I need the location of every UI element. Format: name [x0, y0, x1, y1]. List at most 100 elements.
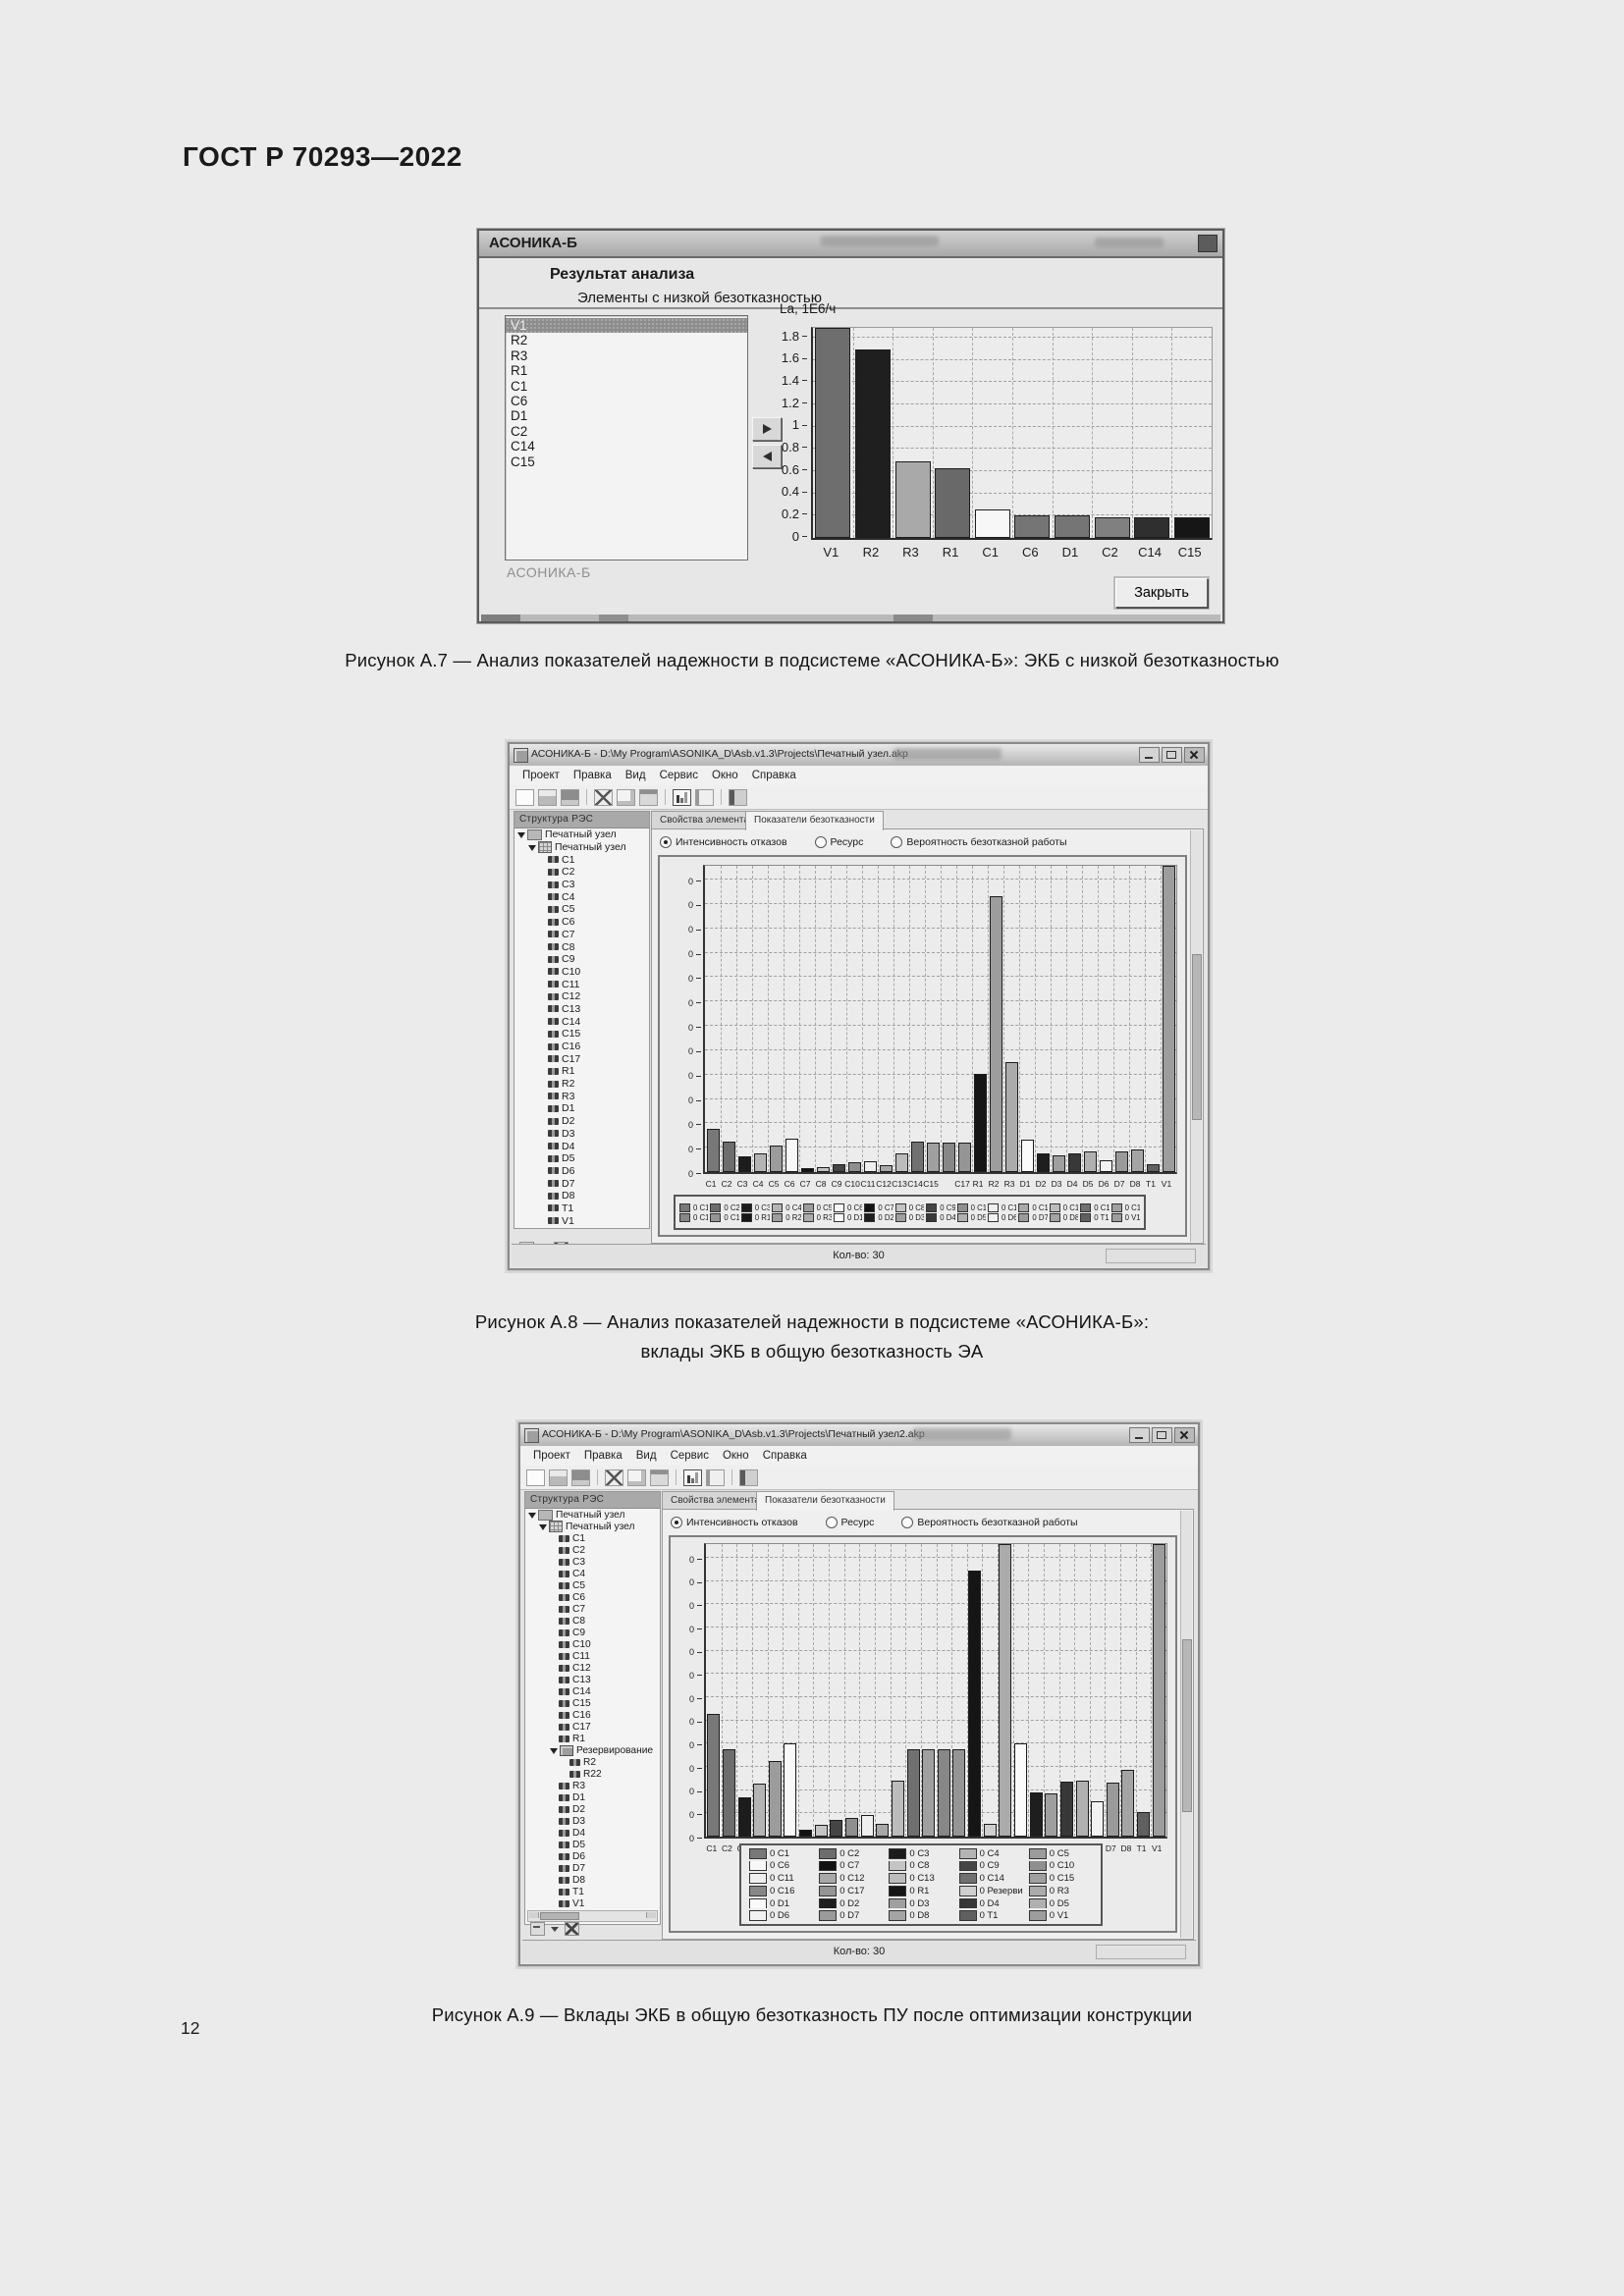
tree-item-D1[interactable]: D1 — [514, 1102, 649, 1115]
low-reliability-element-list[interactable]: V1 R2 R3 R1 C1 C6 D1 C2 C14 C15 — [505, 315, 748, 561]
menu-item-сервис[interactable]: Сервис — [659, 770, 698, 781]
radio-probability[interactable]: Вероятность безотказной работы — [891, 836, 1067, 848]
tree-item-C12[interactable]: C12 — [514, 990, 649, 1003]
tree-item-Печатный узел[interactable]: Печатный узел — [525, 1509, 660, 1521]
scrollbar-thumb[interactable] — [1192, 953, 1202, 1121]
window-titlebar[interactable]: АСОНИКА-Б - D:\My Program\ASONIKA_D\Asb.… — [510, 744, 1208, 767]
bar-chart-icon[interactable] — [683, 1468, 702, 1486]
list-item-C6[interactable]: C6 — [511, 393, 528, 408]
tree-item-C2[interactable]: C2 — [514, 866, 649, 879]
tree-item-D7[interactable]: D7 — [514, 1177, 649, 1190]
list-item-C15[interactable]: C15 — [511, 454, 535, 469]
tree-item-V1[interactable]: V1 — [525, 1897, 660, 1909]
tree-item-C6[interactable]: C6 — [514, 916, 649, 929]
tree-item-C15[interactable]: C15 — [525, 1697, 660, 1709]
exit-icon[interactable] — [739, 1468, 758, 1486]
tree-item-C13[interactable]: C13 — [514, 1003, 649, 1016]
res-structure-tree[interactable]: Печатный узел Печатный узел C1 C2 C3 C4 C5 C6 C7… — [525, 1509, 660, 1924]
tree-item-D8[interactable]: D8 — [525, 1874, 660, 1886]
tree-item-C7[interactable]: C7 — [525, 1603, 660, 1615]
radio-resource[interactable]: Ресурс — [825, 1517, 874, 1528]
menu-item-окно[interactable]: Окно — [722, 1450, 749, 1462]
tree-item-C12[interactable]: C12 — [525, 1662, 660, 1674]
tree-item-V1[interactable]: V1 — [514, 1214, 649, 1227]
tree-item-R2[interactable]: R2 — [514, 1078, 649, 1091]
tree-item-D4[interactable]: D4 — [525, 1827, 660, 1839]
tree-item-D1[interactable]: D1 — [525, 1791, 660, 1803]
close-icon[interactable] — [1198, 235, 1218, 252]
tree-item-R2[interactable]: R2 — [525, 1756, 660, 1768]
scroll-right-icon[interactable] — [646, 1912, 656, 1918]
tree-item-T1[interactable]: T1 — [525, 1886, 660, 1897]
tree-item-R3[interactable]: R3 — [514, 1090, 649, 1102]
paste-icon[interactable] — [650, 1468, 669, 1486]
tree-item-C16[interactable]: C16 — [514, 1041, 649, 1053]
radio-probability[interactable]: Вероятность безотказной работы — [901, 1517, 1078, 1528]
menu-item-вид[interactable]: Вид — [635, 1450, 657, 1462]
tree-item-D4[interactable]: D4 — [514, 1140, 649, 1152]
tree-item-C4[interactable]: C4 — [514, 890, 649, 903]
clear-icon[interactable] — [565, 1922, 579, 1936]
list-item-C14[interactable]: C14 — [511, 439, 535, 454]
horizontal-scrollbar[interactable] — [527, 1910, 658, 1922]
tree-item-Резервирование[interactable]: Резервирование — [525, 1744, 660, 1756]
list-item-R3[interactable]: R3 — [511, 347, 528, 363]
tree-item-C10[interactable]: C10 — [525, 1638, 660, 1650]
tree-item-C11[interactable]: C11 — [525, 1650, 660, 1662]
tree-item-C17[interactable]: C17 — [514, 1052, 649, 1065]
cut-icon[interactable] — [605, 1468, 623, 1486]
scrollbar-thumb[interactable] — [540, 1912, 579, 1920]
tree-item-C16[interactable]: C16 — [525, 1709, 660, 1721]
tree-item-D2[interactable]: D2 — [514, 1115, 649, 1128]
tree-item-D5[interactable]: D5 — [525, 1839, 660, 1850]
tab-element-properties[interactable]: Свойства элемента — [662, 1491, 769, 1510]
list-item-C1[interactable]: C1 — [511, 378, 528, 394]
vertical-scrollbar[interactable] — [1190, 830, 1202, 1242]
dropdown-arrow-icon[interactable] — [551, 1926, 559, 1932]
close-button[interactable] — [1184, 747, 1205, 763]
tree-item-C7[interactable]: C7 — [514, 929, 649, 941]
tab-reliability-indicators[interactable]: Показатели безотказности — [745, 811, 884, 830]
filter-icon[interactable] — [530, 1922, 545, 1936]
tree-item-C3[interactable]: C3 — [525, 1556, 660, 1568]
tree-item-C6[interactable]: C6 — [525, 1591, 660, 1603]
tree-item-Печатный узел[interactable]: Печатный узел — [514, 841, 649, 854]
tab-reliability-indicators[interactable]: Показатели безотказности — [756, 1491, 894, 1511]
maximize-button[interactable] — [1152, 1427, 1172, 1443]
close-button[interactable]: Закрыть — [1115, 578, 1208, 608]
tree-item-Печатный узел[interactable]: Печатный узел — [514, 828, 649, 841]
scrollbar-thumb[interactable] — [1182, 1638, 1192, 1812]
tree-item-C14[interactable]: C14 — [514, 1015, 649, 1028]
tree-item-D5[interactable]: D5 — [514, 1152, 649, 1165]
tree-item-C2[interactable]: C2 — [525, 1544, 660, 1556]
tree-item-C15[interactable]: C15 — [514, 1028, 649, 1041]
tree-item-D6[interactable]: D6 — [525, 1850, 660, 1862]
report-icon[interactable] — [695, 788, 714, 806]
window-titlebar[interactable]: АСОНИКА-Б - D:\My Program\ASONIKA_D\Asb.… — [520, 1424, 1198, 1447]
tree-item-C10[interactable]: C10 — [514, 966, 649, 979]
move-right-button[interactable] — [752, 417, 782, 441]
tree-item-C9[interactable]: C9 — [525, 1627, 660, 1638]
open-folder-icon[interactable] — [549, 1468, 568, 1486]
tree-item-C5[interactable]: C5 — [525, 1579, 660, 1591]
tree-item-C9[interactable]: C9 — [514, 953, 649, 966]
tree-item-D8[interactable]: D8 — [514, 1190, 649, 1202]
tree-item-C1[interactable]: C1 — [525, 1532, 660, 1544]
bar-chart-icon[interactable] — [673, 788, 691, 806]
menu-item-сервис[interactable]: Сервис — [670, 1450, 709, 1462]
tree-item-D6[interactable]: D6 — [514, 1165, 649, 1178]
tree-item-C5[interactable]: C5 — [514, 903, 649, 916]
close-button[interactable] — [1174, 1427, 1195, 1443]
menu-item-проект[interactable]: Проект — [522, 770, 560, 781]
copy-icon[interactable] — [617, 788, 635, 806]
save-icon[interactable] — [561, 788, 579, 806]
menu-item-вид[interactable]: Вид — [624, 770, 646, 781]
tree-item-C13[interactable]: C13 — [525, 1674, 660, 1685]
menu-item-окно[interactable]: Окно — [711, 770, 738, 781]
tree-item-D3[interactable]: D3 — [525, 1815, 660, 1827]
scroll-left-icon[interactable] — [529, 1912, 539, 1918]
tree-item-C8[interactable]: C8 — [514, 940, 649, 953]
menu-item-справка[interactable]: Справка — [751, 770, 796, 781]
tree-item-R1[interactable]: R1 — [514, 1065, 649, 1078]
tree-item-C11[interactable]: C11 — [514, 978, 649, 990]
